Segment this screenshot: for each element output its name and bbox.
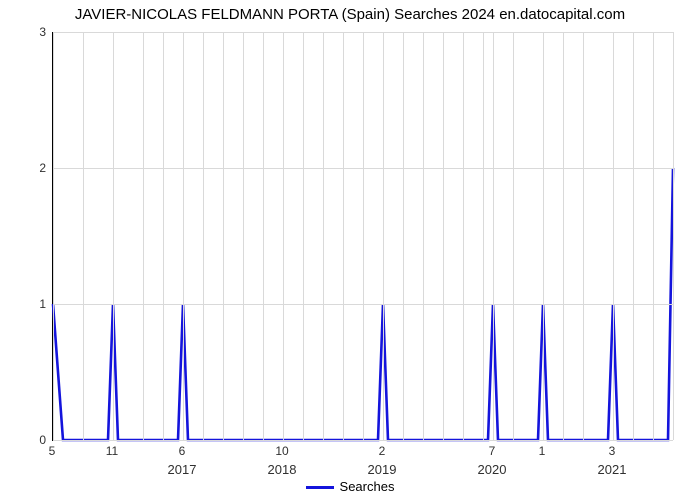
grid-v	[493, 32, 494, 440]
y-tick-label: 0	[39, 433, 46, 447]
x-category-label: 2018	[268, 462, 297, 477]
grid-v	[383, 32, 384, 440]
x-category-label: 2020	[478, 462, 507, 477]
x-tick-label: 7	[489, 444, 496, 458]
x-tick-label: 6	[179, 444, 186, 458]
grid-v	[613, 32, 614, 440]
grid-v-minor	[513, 32, 514, 440]
grid-v-minor	[423, 32, 424, 440]
grid-v-minor	[483, 32, 484, 440]
x-tick-label: 1	[539, 444, 546, 458]
grid-v-minor	[653, 32, 654, 440]
grid-v-minor	[203, 32, 204, 440]
grid-v-minor	[403, 32, 404, 440]
x-category-label: 2021	[598, 462, 627, 477]
x-tick-label: 11	[106, 444, 118, 458]
grid-h	[53, 440, 673, 441]
grid-v-minor	[263, 32, 264, 440]
grid-v	[53, 32, 54, 440]
legend: Searches	[0, 479, 700, 494]
grid-v-minor	[363, 32, 364, 440]
grid-v-minor	[443, 32, 444, 440]
y-tick-label: 3	[39, 25, 46, 39]
x-tick-label: 3	[609, 444, 616, 458]
grid-v-minor	[323, 32, 324, 440]
x-tick-label: 10	[275, 444, 288, 458]
chart-container: { "chart": { "type": "line", "title": "J…	[0, 0, 700, 500]
grid-v-minor	[243, 32, 244, 440]
grid-v-minor	[143, 32, 144, 440]
legend-label: Searches	[340, 479, 395, 494]
y-tick-label: 1	[39, 297, 46, 311]
grid-v	[673, 32, 674, 440]
x-tick-label: 5	[49, 444, 56, 458]
grid-v	[543, 32, 544, 440]
grid-v	[113, 32, 114, 440]
chart-title: JAVIER-NICOLAS FELDMANN PORTA (Spain) Se…	[0, 6, 700, 23]
plot-area	[52, 32, 673, 441]
y-tick-label: 2	[39, 161, 46, 175]
grid-v-minor	[463, 32, 464, 440]
x-tick-label: 2	[379, 444, 386, 458]
grid-v	[183, 32, 184, 440]
grid-v-minor	[223, 32, 224, 440]
legend-swatch	[306, 486, 334, 489]
grid-v-minor	[583, 32, 584, 440]
grid-v-minor	[163, 32, 164, 440]
x-category-label: 2017	[168, 462, 197, 477]
grid-v-minor	[303, 32, 304, 440]
grid-v-minor	[83, 32, 84, 440]
grid-v-minor	[633, 32, 634, 440]
grid-v-minor	[563, 32, 564, 440]
grid-v	[283, 32, 284, 440]
x-category-label: 2019	[368, 462, 397, 477]
grid-v-minor	[343, 32, 344, 440]
